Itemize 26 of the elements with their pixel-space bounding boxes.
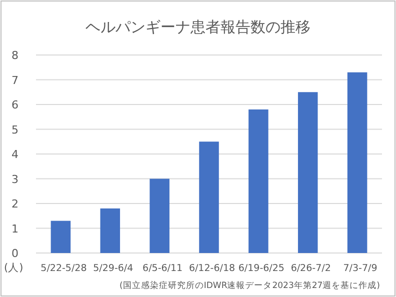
text: (国立感染症研究所のIDWR速報データ2023年第27週を基に作成) (120, 280, 380, 291)
y-tick-label: 8 (12, 49, 18, 62)
y-tick-label: 1 (12, 222, 18, 236)
bar (347, 72, 368, 253)
bar (150, 178, 170, 253)
y-tick-label: 2 (12, 198, 18, 210)
x-tick-label: 6/5-6/11 (142, 263, 183, 274)
bar (199, 142, 219, 253)
x-tick-label: 6/19-6/25 (238, 263, 284, 274)
x-tick-label: 5/29-6/4 (93, 263, 134, 274)
y-tick-label: 3 (12, 172, 18, 186)
bar (50, 220, 71, 253)
bar (248, 109, 268, 253)
chart-title: ヘルパンギーナ患者報告数の推移 (86, 18, 310, 36)
y-tick-label: 0 (12, 247, 18, 260)
y-tick-label: 5 (12, 123, 18, 136)
x-tick-label: 5/22-5/28 (40, 263, 87, 274)
y-tick-label: 4 (12, 148, 18, 161)
x-tick-label: 6/26-7/2 (290, 263, 331, 274)
bar (100, 208, 120, 253)
x-tick-label: 7/3-7/9 (343, 263, 378, 274)
y-tick-label: 7 (12, 74, 18, 87)
x-tick-label: 6/12-6/18 (188, 263, 236, 274)
y-tick-label: 6 (12, 98, 18, 112)
y-axis-title: (人) (4, 262, 24, 274)
bar (298, 92, 318, 253)
